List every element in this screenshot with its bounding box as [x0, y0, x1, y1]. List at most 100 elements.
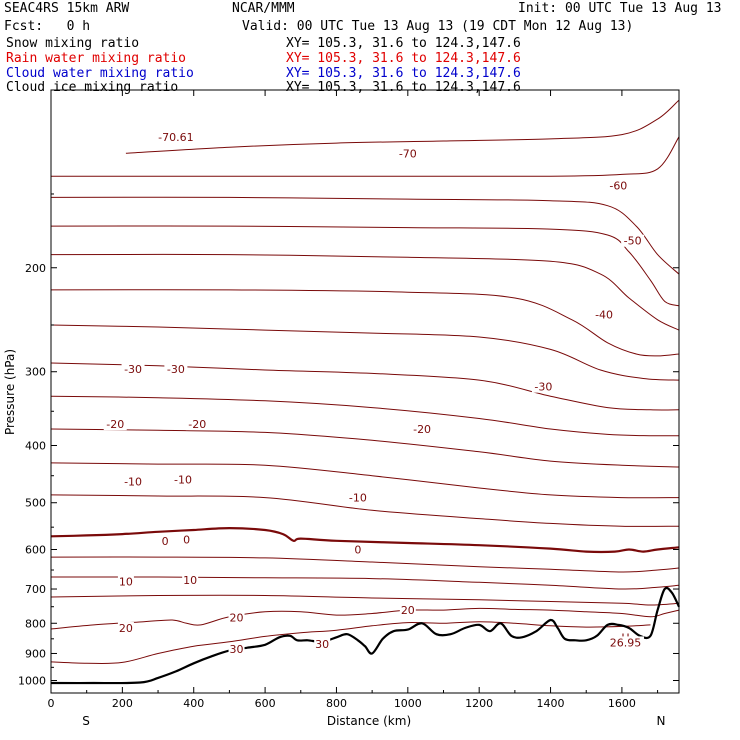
y-tick-label: 1000	[18, 674, 46, 687]
contour-label: -10	[174, 474, 192, 487]
contour-label-bg	[117, 622, 134, 635]
isotherm-minus-70	[125, 99, 680, 154]
isotherm-layer	[50, 99, 680, 664]
x-axis-left-end-label: S	[82, 714, 90, 728]
y-tick-label: 300	[25, 366, 46, 379]
contour-label: -20	[413, 423, 431, 436]
contour-label-bg	[228, 611, 245, 624]
field-rain-name: Rain water mixing ratio	[6, 51, 187, 66]
x-tick-label: 1600	[608, 697, 636, 710]
contour-label-bg	[606, 179, 630, 192]
x-tick-label: 1000	[394, 697, 422, 710]
contour-label-bg	[228, 643, 245, 656]
init-time: Init: 00 UTC Tue 13 Aug 13	[518, 1, 722, 16]
contour-label: -10	[349, 492, 367, 505]
contour-label-bg	[160, 534, 170, 547]
field-snow-xy: XY= 105.3, 31.6 to 124.3,147.6	[286, 36, 521, 51]
contour-label: -30	[124, 363, 142, 376]
field-rain-xy: XY= 105.3, 31.6 to 124.3,147.6	[286, 51, 521, 66]
contour-label: -40	[595, 309, 613, 322]
field-cloud-ice-xy: XY= 105.3, 31.6 to 124.3,147.6	[286, 80, 521, 95]
isotherm-0	[50, 526, 680, 554]
valid-time: Valid: 00 UTC Tue 13 Aug 13 (19 CDT Mon …	[242, 19, 634, 34]
isotherm-minus-35	[50, 289, 680, 357]
contour-label-bg	[185, 418, 209, 431]
isotherm-minus-15	[50, 428, 680, 468]
field-snow-name: Snow mixing ratio	[6, 36, 140, 51]
contour-label: -70	[399, 147, 417, 160]
contour-label-bg	[410, 422, 434, 435]
y-tick-label: 400	[25, 440, 46, 453]
contour-label: 10	[183, 574, 197, 587]
contour-label: 0	[162, 535, 169, 548]
isotherm-minus-40	[50, 253, 680, 331]
x-tick-label: 800	[326, 697, 347, 710]
extreme-label-bg	[153, 130, 198, 143]
contour-label: 20	[119, 622, 133, 635]
contour-label-bg	[346, 491, 370, 504]
x-tick-label: 600	[255, 697, 276, 710]
y-tick-label: 800	[25, 617, 46, 630]
contour-label-bg	[182, 574, 199, 587]
extreme-label-bg	[606, 636, 644, 649]
contour-label: 30	[315, 638, 329, 651]
x-tick-label: 200	[112, 697, 133, 710]
plot-frame	[50, 89, 680, 694]
model-title: SEAC4RS 15km ARW	[4, 1, 130, 16]
y-tick-label: 700	[25, 583, 46, 596]
contour-label: 10	[119, 576, 133, 589]
contour-label: -30	[167, 363, 185, 376]
contour-label-bg	[117, 575, 134, 588]
isotherm-5	[50, 556, 680, 573]
x-axis-right-end-label: N	[657, 714, 666, 728]
contour-label: 20	[230, 611, 244, 624]
contour-label-bg	[396, 147, 420, 160]
y-tick-label: 200	[25, 262, 46, 275]
contour-label-bg	[353, 543, 363, 556]
x-tick-label: 1400	[537, 697, 565, 710]
field-cloud-water-name: Cloud water mixing ratio	[6, 66, 194, 81]
contour-label: -10	[124, 475, 142, 488]
y-tick-label: 600	[25, 543, 46, 556]
contour-label: -20	[188, 418, 206, 431]
isotherm-minus-25	[50, 362, 680, 411]
contour-label-bg	[314, 637, 331, 650]
extreme-label: -70.61	[158, 131, 193, 144]
contour-label-bg	[171, 473, 195, 486]
isotherm-minus-30	[50, 324, 680, 381]
isotherm-minus-10	[50, 462, 680, 499]
contour-label-bg	[621, 234, 645, 247]
y-tick-label: 500	[25, 497, 46, 510]
contour-label: 20	[401, 604, 415, 617]
contour-label-bg	[164, 363, 188, 376]
contour-label: 0	[183, 533, 190, 546]
forecast-hour: Fcst: 0 h	[4, 19, 91, 34]
x-tick-label: 400	[183, 697, 204, 710]
contour-label-bg	[182, 533, 192, 546]
isotherm-minus-45	[50, 225, 680, 307]
isotherm-minus-20	[50, 395, 680, 437]
contour-label-bg	[531, 380, 555, 393]
isotherm-minus-50	[50, 196, 680, 275]
contour-label: -30	[534, 381, 552, 394]
contour-label-bg	[103, 418, 127, 431]
x-tick-label: 0	[48, 697, 55, 710]
contour-label-bg	[399, 604, 416, 617]
isotherm-minus-60	[51, 136, 680, 177]
contour-label-layer: -70 -60 -50 -40 -30 -30 -30 -20 -20 -20 -10 -10 -10 0…	[103, 130, 645, 656]
field-cloud-ice-name: Cloud ice mixing ratio	[6, 80, 179, 95]
contour-label-bg	[592, 308, 616, 321]
isotherm-25	[50, 621, 651, 664]
isotherm-20	[50, 607, 680, 630]
terrain-line	[50, 586, 680, 685]
isotherm-10	[50, 576, 680, 590]
contour-label: -60	[609, 179, 627, 192]
y-axis-title: Pressure (hPa)	[3, 349, 17, 435]
axis-layer: 0 200 400 600 800 1000 1200 1400 160020030040050…	[18, 90, 679, 710]
contour-label-bg	[121, 363, 145, 376]
x-tick-label: 1200	[465, 697, 493, 710]
extreme-label: 26.95	[610, 636, 642, 649]
isotherm-15	[50, 594, 680, 606]
isotherm-minus-5	[50, 494, 680, 527]
